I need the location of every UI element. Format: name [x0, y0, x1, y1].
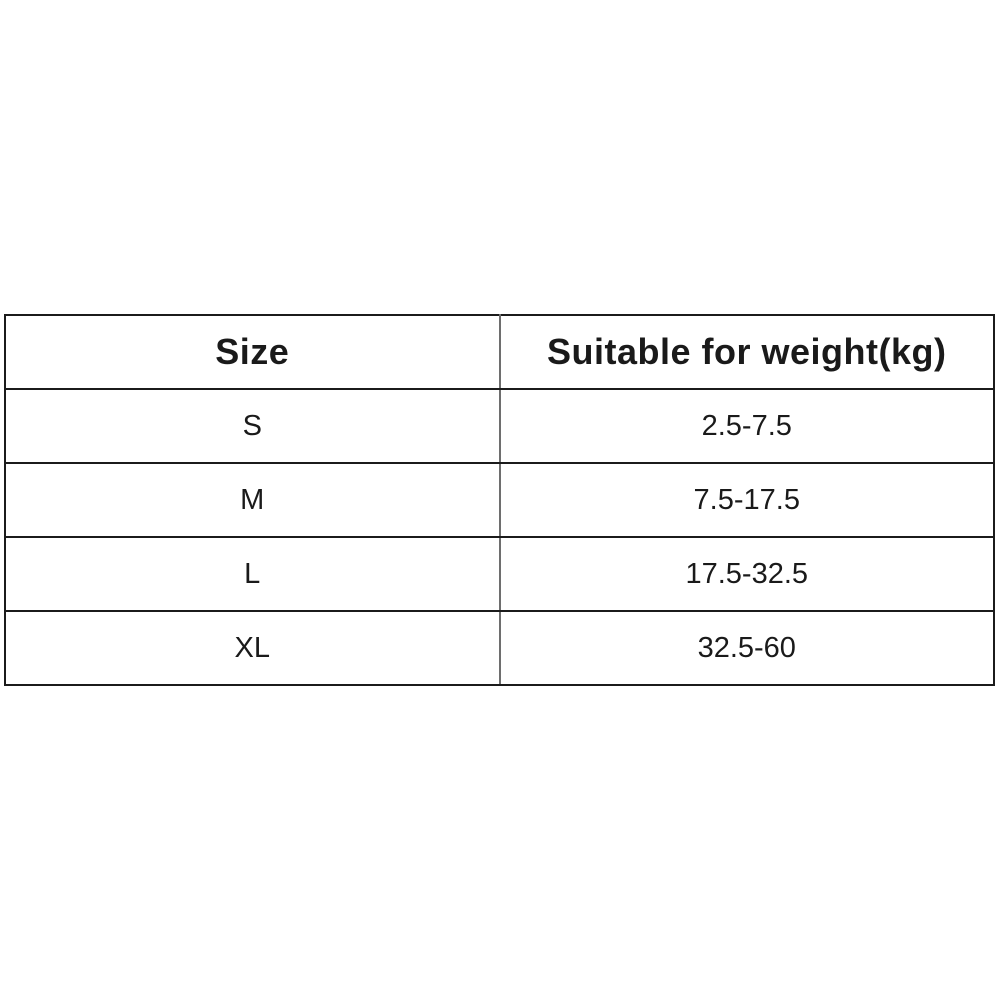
table-header-row: Size Suitable for weight(kg) [5, 314, 994, 390]
weight-cell: 7.5-17.5 [499, 462, 994, 538]
size-cell: M [5, 462, 501, 538]
table-row: XL 32.5-60 [5, 610, 994, 686]
size-chart-table: Size Suitable for weight(kg) S 2.5-7.5 M… [4, 314, 995, 686]
size-cell: XL [5, 610, 501, 686]
table-row: S 2.5-7.5 [5, 388, 994, 464]
column-header-weight: Suitable for weight(kg) [499, 314, 994, 390]
size-cell: S [5, 388, 501, 464]
column-header-size: Size [5, 314, 501, 390]
weight-cell: 32.5-60 [499, 610, 994, 686]
weight-cell: 2.5-7.5 [499, 388, 994, 464]
size-cell: L [5, 536, 501, 612]
table-row: M 7.5-17.5 [5, 462, 994, 538]
table-row: L 17.5-32.5 [5, 536, 994, 612]
weight-cell: 17.5-32.5 [499, 536, 994, 612]
